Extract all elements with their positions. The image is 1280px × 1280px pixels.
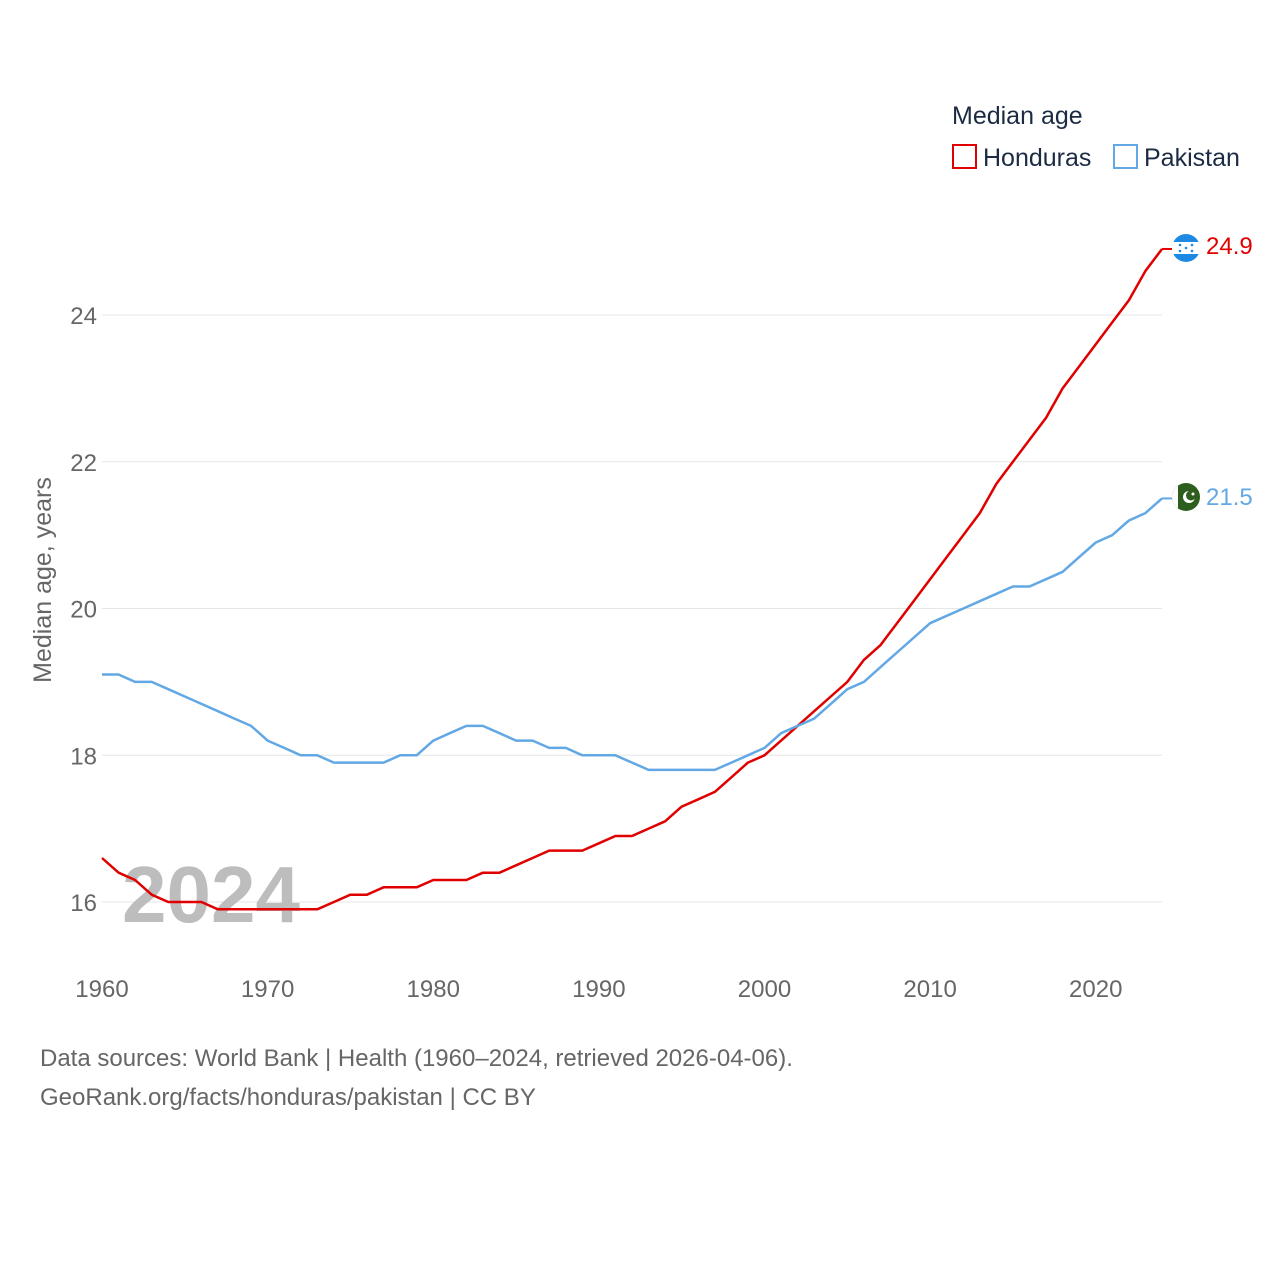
legend-label-pakistan: Pakistan [1144, 144, 1240, 172]
x-tick-label-1990: 1990 [572, 976, 625, 1003]
x-tick-label-1960: 1960 [75, 976, 128, 1003]
legend-swatch-pakistan [1113, 144, 1138, 169]
grid-lines [102, 314, 1162, 903]
x-tick-label-2010: 2010 [903, 976, 956, 1003]
legend-item-pakistan[interactable]: Pakistan [1113, 144, 1240, 172]
y-axis-title: Median age, years [29, 477, 57, 683]
end-value-label-pakistan: 21.5 [1206, 484, 1253, 511]
x-tick-label-2020: 2020 [1069, 976, 1122, 1003]
legend-item-honduras[interactable]: Honduras [952, 144, 1091, 172]
y-tick-label-22: 22 [70, 450, 97, 477]
series-line-honduras[interactable] [101, 248, 1163, 911]
legend-title: Median age [952, 102, 1083, 130]
legend-label-honduras: Honduras [983, 144, 1091, 172]
legend-swatch-honduras [952, 144, 977, 169]
legend: Median age Honduras Pakistan [952, 102, 1240, 172]
y-tick-label-24: 24 [70, 303, 97, 330]
y-tick-label-18: 18 [70, 743, 97, 770]
honduras-flag-icon [1172, 234, 1200, 262]
series-lines [101, 247, 1172, 911]
y-axis-ticks: 16 18 20 22 24 [70, 303, 97, 917]
year-watermark: 2024 [122, 850, 300, 939]
y-tick-label-20: 20 [70, 597, 97, 624]
x-tick-label-1970: 1970 [241, 976, 294, 1003]
data-sources-note: Data sources: World Bank | Health (1960–… [40, 1045, 793, 1072]
pakistan-flag-icon [1172, 483, 1200, 511]
x-axis-ticks: 1960 1970 1980 1990 2000 2010 2020 [75, 976, 1122, 1003]
series-line-pakistan[interactable] [102, 497, 1163, 772]
x-tick-label-1980: 1980 [407, 976, 460, 1003]
end-value-label-honduras: 24.9 [1206, 233, 1253, 260]
x-tick-label-2000: 2000 [738, 976, 791, 1003]
attribution-link[interactable]: GeoRank.org/facts/honduras/pakistan | CC… [40, 1084, 536, 1111]
y-tick-label-16: 16 [70, 890, 97, 917]
